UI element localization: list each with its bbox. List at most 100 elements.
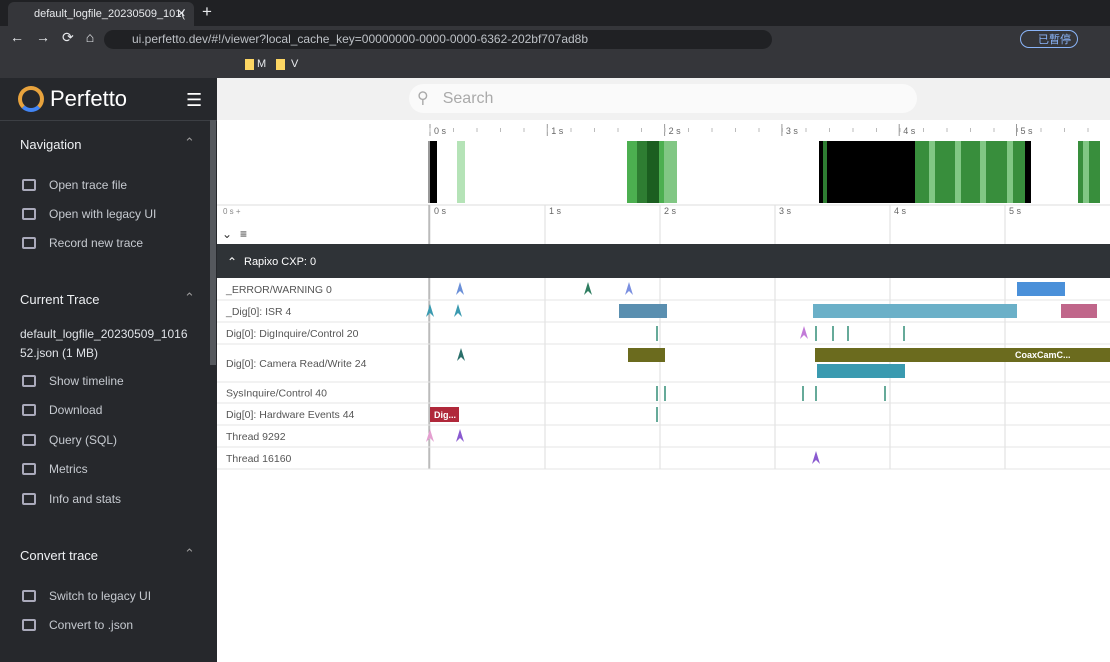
section-title[interactable]: Convert trace [20,548,99,563]
slice-thin [884,386,886,401]
overview-tick-label: 1 s [551,126,564,136]
collapse-icon[interactable]: ⌃ [184,135,195,150]
overview-tick-label: 5 s [1021,126,1034,136]
nav-item[interactable]: Record new trace [49,236,144,250]
track-name: Thread 16160 [226,453,292,465]
trace-name: default_logfile_20230509_101652.json (1 … [20,327,188,360]
instant [426,429,434,442]
overview-block [664,141,677,203]
collapse-all: ⌄ [222,227,232,241]
instant [426,304,434,317]
item-icon [22,619,36,631]
overview-block [823,141,827,203]
item-icon [22,590,36,602]
nav-item[interactable]: Convert to .json [49,618,134,632]
filter-icon: ≡ [240,227,247,241]
axis-offset: 0 s + [223,207,241,216]
slice-group [1017,282,1065,296]
bookmark[interactable]: V [291,58,299,70]
slice-thin [656,386,658,401]
item-icon [22,463,36,475]
overview-block [647,141,659,203]
collapse-icon[interactable]: ⌃ [184,290,195,305]
instant [584,282,592,295]
tab-title: default_logfile_20230509_101( [34,8,186,20]
nav-item[interactable]: Info and stats [49,492,122,506]
menu-button[interactable]: ☰ [186,90,203,110]
overview-block [637,141,647,203]
slice-thin [832,326,834,341]
slice-thin [815,326,817,341]
item-icon [22,434,36,446]
instant [454,304,462,317]
slice-group [1061,304,1097,318]
item-icon [22,179,36,191]
search-box[interactable]: ⚲ Search [409,84,917,113]
section-title[interactable]: Navigation [20,137,82,152]
nav-item[interactable]: Show timeline [49,374,124,388]
overview-block [955,141,961,203]
item-icon [22,404,36,416]
sidebar: Perfetto ☰ Navigation ⌃ Open trace file Ope… [0,78,217,662]
slice-label: CoaxCamC... [1015,350,1071,360]
tab[interactable]: default_logfile_20230509_101(✕ [8,2,194,26]
nav-item[interactable]: Metrics [49,462,88,476]
track-name: Thread 9292 [226,431,286,443]
profile[interactable]: 已暫停 [1020,30,1078,48]
item-icon [22,237,36,249]
slice-thin [815,386,817,401]
overview-tick-label: 3 s [786,126,799,136]
item-icon [22,375,36,387]
track-name: Dig[0]: Hardware Events 44 [226,409,355,421]
slice-thin [903,326,905,341]
slice-thin [656,326,658,341]
collapse-icon[interactable]: ⌃ [184,546,195,561]
instant [456,429,464,442]
axis-tick-label: 0 s [434,206,447,216]
axis-tick-label: 5 s [1009,206,1022,216]
overview-block [1083,141,1089,203]
section-title[interactable]: Current Trace [20,292,100,307]
slice-group [628,348,665,362]
axis-tick-label: 3 s [779,206,792,216]
bookmark[interactable]: M [257,58,267,70]
slice-label: Dig... [434,410,456,420]
overview-block [1007,141,1013,203]
slice-group [813,304,1017,318]
track-name: SysInquire/Control 40 [226,388,327,400]
overview-block [929,141,935,203]
address-bar: ←→⟳⌂ ui.perfetto.dev/#!/viewer?local_cac… [0,26,1110,52]
search-placeholder: Search [442,90,494,107]
group-chevron: ⌃ [227,255,237,269]
axis-tick-label: 2 s [664,206,677,216]
instant [456,282,464,295]
nav-item[interactable]: Switch to legacy UI [49,589,152,603]
track-name: _ERROR/WARNING 0 [225,284,332,296]
item-icon [22,208,36,220]
url[interactable]: ui.perfetto.dev/#!/viewer?local_cache_ke… [104,30,772,49]
timeline: 0 s 1 s 2 s 3 s 4 s 5 s 0 s + 0 s 1 s 2 s 3 s 4 s 5 … [217,120,1110,470]
slice-group [817,364,905,378]
overview-block [457,141,465,203]
slice-group [815,348,1110,362]
slice [430,407,459,422]
nav-item[interactable]: Query (SQL) [49,433,118,447]
slice-group [619,304,667,318]
tab-bar: default_logfile_20230509_101(✕ + [0,0,1110,26]
axis-tick-label: 1 s [549,206,562,216]
nav-buttons[interactable]: ←→⟳⌂ [10,29,107,45]
bookmarks-bar: M V [0,52,1110,78]
instant [812,451,820,464]
new-tab[interactable]: + [202,2,212,21]
overview-tick-label: 4 s [903,126,916,136]
main: ⚲ Search 0 s 1 s 2 s 3 s 4 s 5 s 0 s + 0 s 1 s 2 s… [217,78,1110,662]
nav-item[interactable]: Open trace file [49,178,128,192]
slice-thin [656,407,658,422]
overview-tick-label: 0 s [434,126,447,136]
nav-item[interactable]: Download [49,403,103,417]
slice-thin [664,386,666,401]
group-header [217,244,1110,278]
slice-thin [802,386,804,401]
nav-item[interactable]: Open with legacy UI [49,207,157,221]
